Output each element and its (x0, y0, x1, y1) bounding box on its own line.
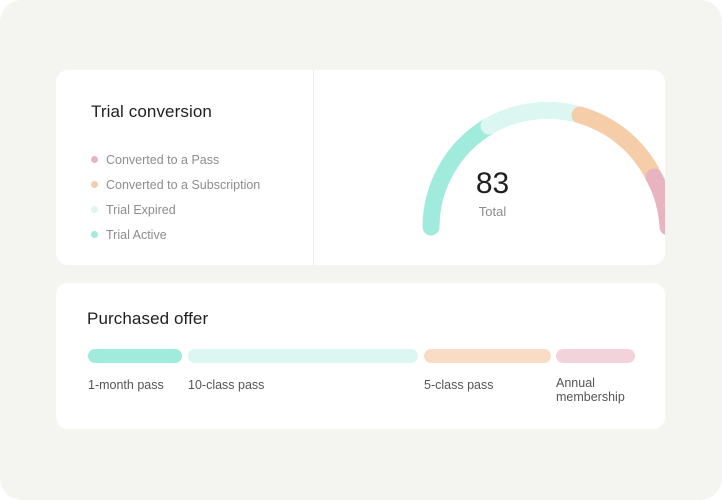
offer-label-10-class-pass: 10-class pass (188, 378, 265, 392)
purchased-offer-card: Purchased offer 1-month pass 10-class pa… (56, 283, 665, 429)
legend-dot-trial-active (91, 231, 98, 238)
legend-label-trial-active: Trial Active (106, 227, 167, 242)
gauge-segment-trial-active (422, 117, 498, 236)
trial-conversion-title: Trial conversion (91, 102, 212, 121)
offer-bar-1-month-pass (88, 349, 182, 363)
legend-dot-trial-expired (91, 206, 98, 213)
gauge-total-value: 83 (475, 167, 510, 200)
legend-item-trial-expired: Trial Expired (91, 197, 260, 222)
legend-item-converted-pass: Converted to a Pass (91, 147, 260, 172)
offer-annual-membership: Annual membership (556, 349, 635, 404)
offer-5-class-pass: 5-class pass (424, 349, 551, 392)
offer-bar-annual-membership (556, 349, 635, 363)
offer-10-class-pass: 10-class pass (188, 349, 418, 392)
card-divider (313, 70, 314, 265)
gauge-segment-converted-subscription (571, 106, 663, 186)
legend-label-converted-subscription: Converted to a Subscription (106, 177, 261, 192)
offer-1-month-pass: 1-month pass (88, 349, 182, 392)
legend-dot-converted-pass (91, 156, 98, 163)
legend-dot-converted-subscription (91, 181, 98, 188)
legend-item-trial-active: Trial Active (91, 222, 260, 247)
purchased-offer-title: Purchased offer (87, 309, 209, 328)
legend-label-trial-expired: Trial Expired (106, 202, 176, 217)
offer-label-1-month-pass: 1-month pass (88, 378, 164, 392)
offer-bar-10-class-pass (188, 349, 418, 363)
offer-label-5-class-pass: 5-class pass (424, 378, 494, 392)
offer-bar-5-class-pass (424, 349, 551, 363)
legend-item-converted-subscription: Converted to a Subscription (91, 172, 260, 197)
gauge-segment-converted-pass (645, 168, 665, 235)
offer-label-annual-membership: Annual membership (556, 376, 625, 404)
trial-gauge: 83 Total (313, 70, 665, 265)
trial-conversion-card: Trial conversion Converted to a Pass Con… (56, 70, 665, 265)
trial-legend: Converted to a Pass Converted to a Subsc… (91, 147, 260, 247)
gauge-total-label: Total (478, 204, 507, 219)
legend-label-converted-pass: Converted to a Pass (106, 152, 220, 167)
gauge-segment-trial-expired (480, 101, 589, 135)
gauge-chart (422, 101, 665, 236)
